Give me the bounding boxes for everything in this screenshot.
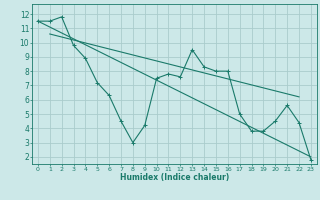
X-axis label: Humidex (Indice chaleur): Humidex (Indice chaleur) [120, 173, 229, 182]
